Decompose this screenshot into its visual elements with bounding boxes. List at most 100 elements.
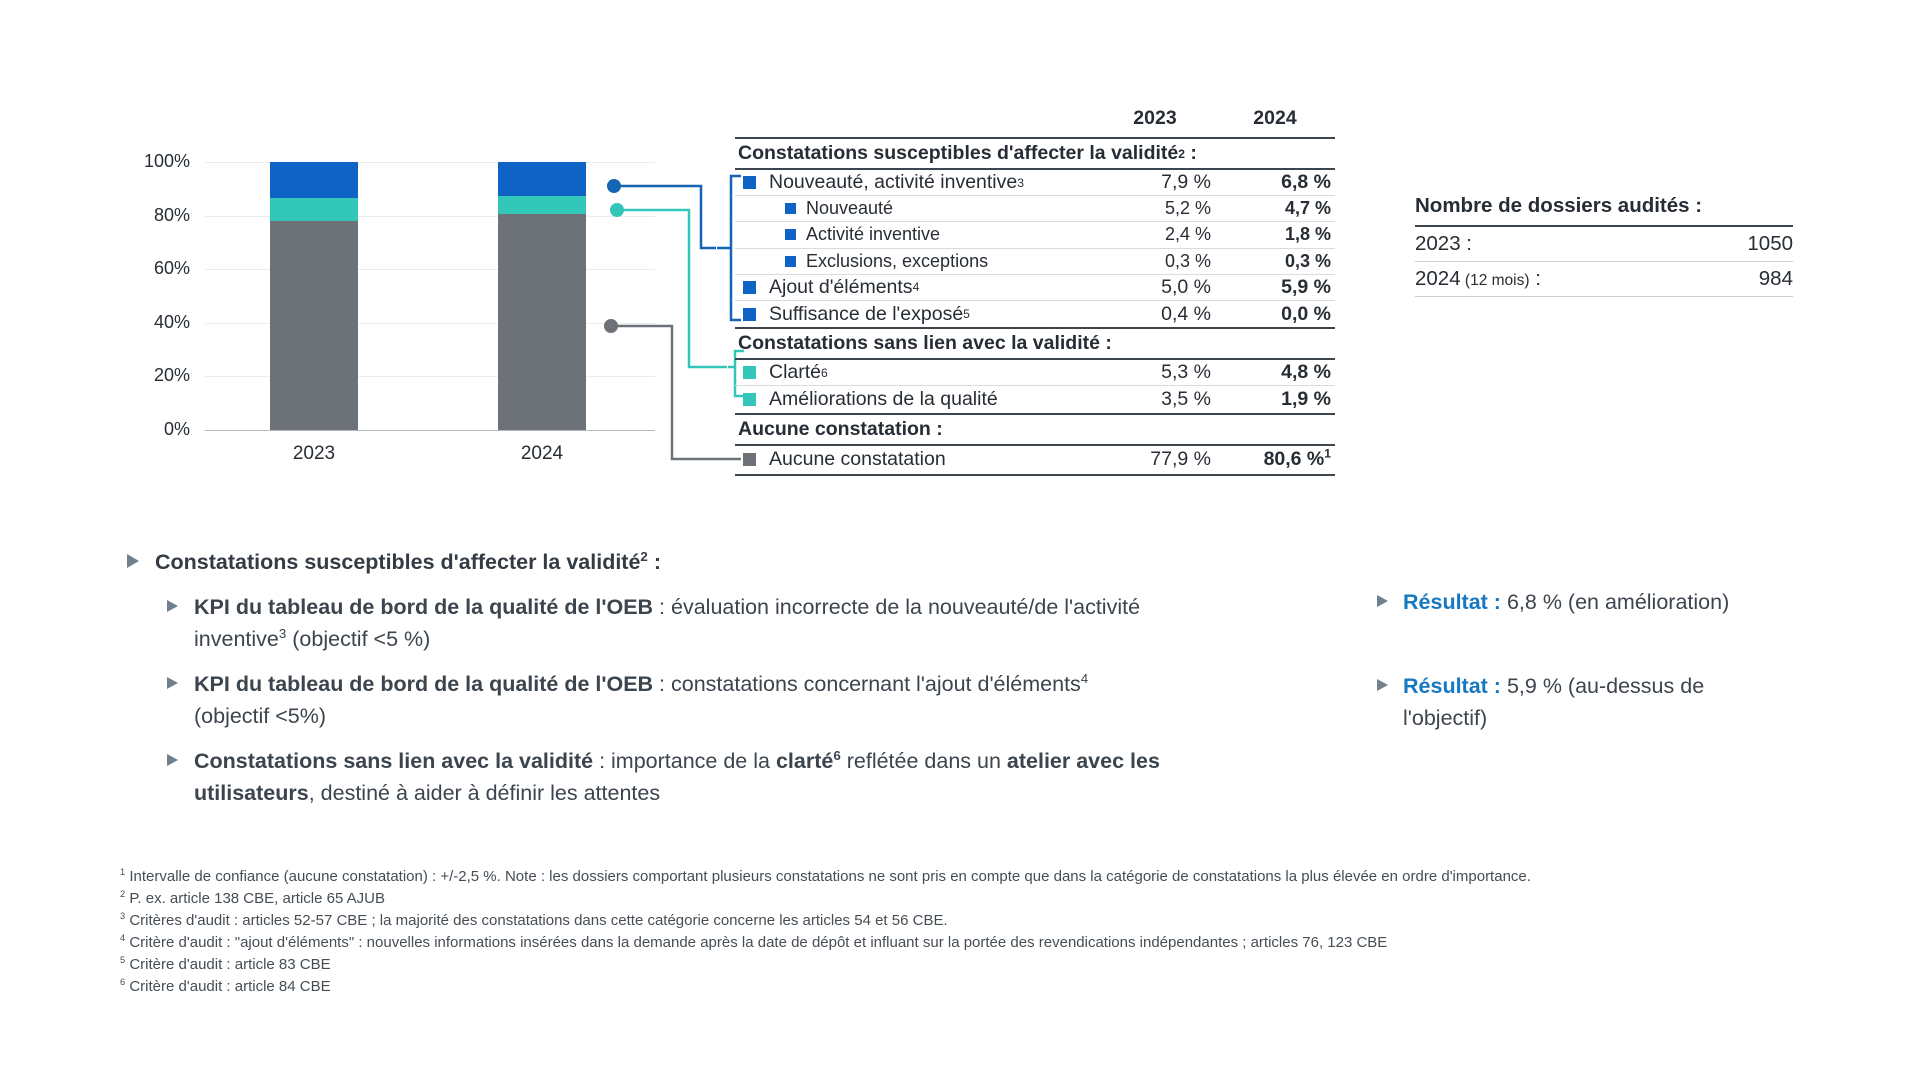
row-label: Ajout d'éléments bbox=[769, 275, 913, 298]
table-section: Aucune constatation : Aucune constatation… bbox=[735, 412, 1335, 476]
footnote-item: 3 Critères d'audit : articles 52-57 CBE … bbox=[120, 910, 1620, 932]
table-row: Activité inventive 2,4 % 1,8 % bbox=[735, 222, 1335, 249]
audited-year: 2023 bbox=[1415, 232, 1461, 255]
audited-label: 2024 (12 mois) : bbox=[1415, 267, 1541, 291]
footnote-text: P. ex. article 138 CBE, article 65 AJUB bbox=[125, 890, 386, 907]
row-label: Clarté bbox=[769, 361, 822, 384]
y-axis-label: 60% bbox=[153, 258, 190, 279]
footnote-item: 2 P. ex. article 138 CBE, article 65 AJU… bbox=[120, 888, 1620, 910]
x-axis-label-2023: 2023 bbox=[292, 443, 336, 464]
audited-note: (12 mois) bbox=[1460, 272, 1530, 289]
audited-year: 2024 bbox=[1415, 267, 1461, 290]
audited-value: 1050 bbox=[1747, 232, 1793, 255]
row-label: Nouveauté bbox=[806, 198, 894, 219]
table-row: Nouveauté 5,2 % 4,7 % bbox=[735, 196, 1335, 223]
text-run: KPI du tableau de bord de la qualité de … bbox=[194, 672, 654, 696]
value-2024: 4,8 % bbox=[1281, 361, 1331, 384]
table-row: Ajout d'éléments 4 5,0 % 5,9 % bbox=[735, 275, 1335, 301]
section-header-text: Aucune constatation bbox=[738, 417, 931, 440]
legend-square-blue-icon bbox=[743, 176, 756, 190]
value-2023: 7,9 % bbox=[1161, 171, 1211, 194]
audited-colon: : bbox=[1529, 267, 1541, 290]
text-run: reflétée dans un bbox=[840, 749, 1007, 773]
y-axis-label: 20% bbox=[153, 365, 190, 386]
bar-segment-blue bbox=[270, 162, 358, 198]
text-run: atelier avec les utilisateurs bbox=[194, 749, 1160, 805]
chart-gridline bbox=[205, 215, 655, 217]
row-label-cell: Nouveauté bbox=[735, 198, 1095, 219]
findings-table-body: Constatations susceptibles d'affecter la… bbox=[735, 137, 1335, 476]
legend-square-blue-icon bbox=[785, 203, 796, 215]
table-section-header: Aucune constatation : bbox=[735, 412, 1335, 446]
text-run: Constatations susceptibles d'affecter la… bbox=[155, 550, 641, 574]
value-2024: 6,8 % bbox=[1281, 171, 1331, 194]
text-run: Constatations sans lien avec la validité bbox=[194, 749, 594, 773]
bar-segment-gray bbox=[270, 221, 358, 430]
row-label-cell: Suffisance de l'exposé 5 bbox=[735, 303, 1095, 326]
chart-gridline bbox=[205, 162, 655, 163]
value-2023: 0,4 % bbox=[1161, 302, 1211, 325]
table-section: Constatations susceptibles d'affecter la… bbox=[735, 137, 1335, 327]
bullet-triangle-icon bbox=[167, 754, 178, 766]
footnotes: 1 Intervalle de confiance (aucune consta… bbox=[120, 866, 1620, 998]
value-2024: 5,9 % bbox=[1281, 275, 1331, 298]
result-text: Résultat : 6,8 % (en amélioration) bbox=[1403, 586, 1843, 618]
footnote-marker: 2 bbox=[120, 889, 126, 899]
section-header-text: Constatations susceptibles d'affecter la… bbox=[738, 142, 1179, 164]
legend-square-blue-icon bbox=[785, 229, 796, 241]
legend-square-teal-icon bbox=[743, 392, 756, 406]
value-2023: 77,9 % bbox=[1150, 448, 1211, 470]
bullet-item: KPI du tableau de bord de la qualité de … bbox=[122, 668, 1162, 732]
table-row: Aucune constatation 77,9 % 80,6 %1 bbox=[735, 446, 1335, 474]
table-row: Clarté 6 5,3 % 4,8 % bbox=[735, 360, 1335, 387]
superscript: 2 bbox=[640, 548, 648, 564]
result-label: Résultat : bbox=[1403, 674, 1501, 698]
table-year-header-row: 2023 2024 bbox=[735, 100, 1335, 137]
audited-label: 2023 : bbox=[1415, 232, 1472, 256]
footnote-marker: 5 bbox=[120, 955, 126, 965]
text-run: : bbox=[647, 550, 661, 574]
row-label: Améliorations de la qualité bbox=[769, 387, 998, 410]
value-2023: 5,3 % bbox=[1161, 361, 1211, 384]
bar-segment-teal bbox=[270, 197, 358, 222]
result-item: Résultat : 5,9 % (au-dessus de l'objecti… bbox=[1372, 670, 1843, 734]
text-run: , destiné à aider à définir les attentes bbox=[308, 781, 661, 805]
x-axis-label-2024: 2024 bbox=[520, 443, 564, 464]
legend-square-blue-icon bbox=[785, 255, 796, 267]
legend-square-blue-icon bbox=[743, 280, 756, 294]
superscript: 6 bbox=[833, 747, 841, 763]
y-axis-label: 80% bbox=[153, 204, 190, 225]
table-row: Exclusions, exceptions 0,3 % 0,3 % bbox=[735, 249, 1335, 275]
table-section-header: Constatations susceptibles d'affecter la… bbox=[735, 137, 1335, 170]
chart-gridline bbox=[205, 269, 655, 271]
chart-gridline bbox=[205, 376, 655, 378]
footnote-marker: 6 bbox=[120, 977, 126, 987]
bullet-title: Constatations susceptibles d'affecter la… bbox=[122, 546, 1162, 578]
legend-square-gray-icon bbox=[743, 453, 756, 466]
row-label-cell: Clarté 6 bbox=[735, 361, 1095, 384]
audited-colon: : bbox=[1460, 232, 1473, 255]
audited-rows: 2023 : 1050 2024 (12 mois) : 984 bbox=[1415, 227, 1793, 297]
table-section-header: Constatations sans lien avec la validité… bbox=[735, 327, 1335, 361]
bullet-triangle-icon bbox=[1377, 679, 1388, 691]
bullet-triangle-icon bbox=[167, 677, 178, 689]
row-label-cell: Exclusions, exceptions bbox=[735, 251, 1095, 272]
footnote-text: Critères d'audit : articles 52-57 CBE ; … bbox=[125, 912, 948, 929]
row-label-cell: Améliorations de la qualité bbox=[735, 388, 1095, 411]
bullet-triangle-icon bbox=[127, 554, 139, 568]
footnote-item: 6 Critère d'audit : article 84 CBE bbox=[120, 976, 1620, 998]
audited-files-panel: Nombre de dossiers audités : 2023 :1050 2… bbox=[1415, 194, 1793, 297]
legend-square-teal-icon bbox=[743, 366, 756, 380]
bar-segment-gray bbox=[498, 214, 586, 430]
row-label: Exclusions, exceptions bbox=[806, 250, 989, 271]
bullet-item-text: Constatations sans lien avec la validité… bbox=[194, 745, 1162, 809]
footnote-item: 1 Intervalle de confiance (aucune consta… bbox=[120, 866, 1620, 888]
footnote-marker: 4 bbox=[120, 933, 126, 943]
value-2024: 0,3 % bbox=[1284, 250, 1331, 271]
footnote-text: Critère d'audit : article 84 CBE bbox=[125, 978, 331, 995]
row-label: Nouveauté, activité inventive bbox=[769, 171, 1018, 194]
footnote-item: 4 Critère d'audit : "ajout d'éléments" :… bbox=[120, 932, 1620, 954]
bar-segment-teal bbox=[498, 196, 586, 214]
